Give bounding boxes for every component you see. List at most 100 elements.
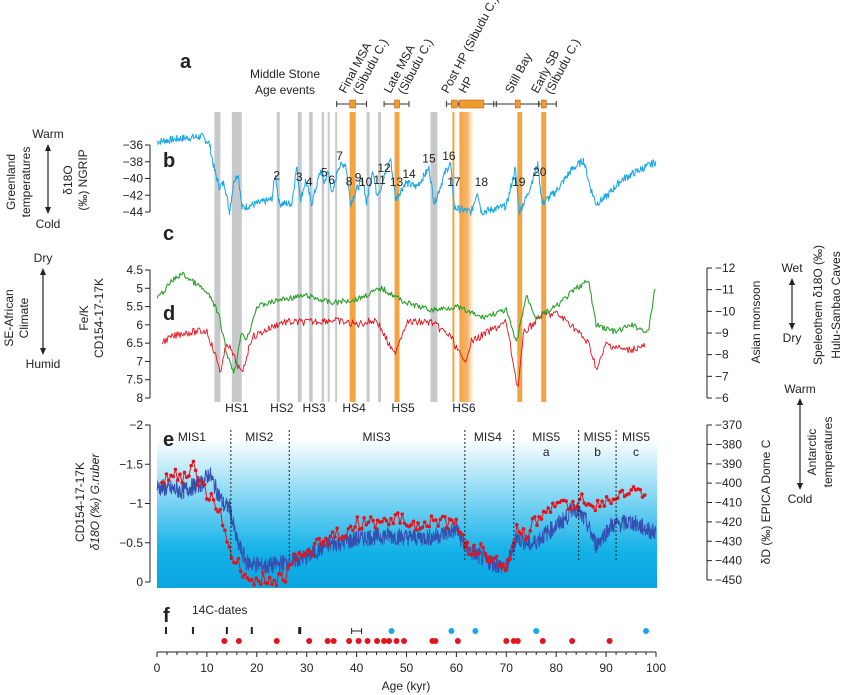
heinrich-band [366, 112, 370, 402]
x-tick-label: 80 [550, 661, 564, 675]
msa-event-box [514, 99, 521, 109]
msa-event-box [459, 99, 485, 109]
epica-axis-tick-label: −390 [715, 457, 742, 471]
red-date-point [324, 638, 331, 644]
heinrich-band [309, 112, 313, 402]
event-number: 8 [346, 175, 353, 189]
ngrip-line [156, 132, 657, 216]
africa-arrow-head [40, 268, 46, 275]
blue-date-point [643, 628, 650, 634]
fek-axis-tick-label: 4.5 [126, 263, 143, 277]
heinrich-label: HS1 [225, 401, 249, 415]
mis-label: MIS5 [532, 430, 560, 444]
red-date-point [364, 638, 371, 644]
msa-event-label: HP [456, 74, 476, 95]
heinrich-label: HS3 [303, 401, 327, 415]
event-bands [214, 112, 547, 402]
mis-sublabel: b [594, 445, 601, 459]
mis-label: MIS5 [584, 430, 612, 444]
fek-axis-title2: CD154-17-17K [92, 278, 106, 358]
x-tick-label: 50 [400, 661, 414, 675]
heinrich-band [231, 112, 242, 402]
x-tick-label: 30 [300, 661, 314, 675]
fek-line [156, 271, 656, 374]
label-warm-antarctic: Warm [784, 382, 816, 396]
orange-band [394, 112, 400, 402]
ngrip-axis-tick-label: −44 [123, 205, 144, 219]
ngrip-axis-tick-label: −38 [123, 155, 144, 169]
orange-band [349, 112, 356, 402]
fek-axis-tick-label: 8 [136, 391, 143, 405]
red-date-point [346, 638, 353, 644]
heinrich-label: HS6 [452, 401, 476, 415]
panel-label-b: b [163, 150, 175, 172]
epica-axis-tick-label: −370 [715, 418, 742, 432]
heinrich-label: HS4 [342, 401, 366, 415]
mis-sublabel: a [543, 445, 550, 459]
epica-axis-tick-label: −430 [715, 534, 742, 548]
msa-event-box [349, 99, 356, 109]
fek-axis-tick-label: 6.5 [126, 336, 143, 350]
fek-axis-tick-label: 7 [136, 354, 143, 368]
label-wet: Wet [781, 261, 803, 275]
fek-axis-title1: Fe/K [77, 305, 91, 330]
panel-label-d: d [163, 303, 175, 325]
event-number: 11 [373, 173, 386, 187]
mis-sublabel: c [633, 445, 639, 459]
heinrich-band [327, 112, 330, 402]
asian-monsoon-title: Asian monsoon [749, 281, 763, 364]
speleothem-axis-tick-label: −6 [715, 391, 729, 405]
monsoon-arrow-head [789, 323, 795, 330]
event-number: 3 [296, 170, 303, 184]
red-date-point [273, 638, 280, 644]
gruber-axis-title1: CD154-17-17K [73, 462, 87, 542]
heinrich-band [430, 112, 438, 402]
panel-label-a: a [180, 51, 192, 73]
msa-title-line2: Age events [255, 83, 315, 97]
ngrip-axis-tick-label: −36 [123, 138, 144, 152]
epica-axis-tick-label: −420 [715, 515, 742, 529]
antarctic-arrow-head [797, 483, 803, 490]
speleothem-axis-tick-label: −12 [715, 261, 736, 275]
event-number: 10 [359, 175, 373, 189]
red-date-point [514, 638, 521, 644]
fek-axis-tick-label: 5 [136, 281, 143, 295]
msa-event-box [540, 99, 547, 109]
speleothem-axis-tick-label: −7 [715, 369, 729, 383]
red-date-point [401, 638, 408, 644]
gruber-axis-tick-label: −2 [129, 418, 143, 432]
blue-date-point [388, 628, 395, 634]
x-tick-label: 0 [154, 661, 161, 675]
speleothem-line [161, 310, 646, 387]
x-tick-label: 40 [350, 661, 364, 675]
orange-band [541, 112, 547, 402]
c14-date-mark [164, 627, 167, 634]
heinrich-label: HS2 [270, 401, 294, 415]
blue-date-point [533, 628, 540, 634]
red-date-point [355, 638, 362, 644]
c14-date-mark [298, 627, 302, 634]
red-date-point [393, 638, 400, 644]
red-date-point [306, 638, 313, 644]
epica-axis-tick-label: −410 [715, 496, 742, 510]
epica-axis-title: δD (‰) EPICA Dome C [759, 439, 773, 564]
speleothem-axis-tick-label: −9 [715, 326, 729, 340]
label-cold-antarctic: Cold [788, 492, 813, 506]
x-tick-label: 10 [200, 661, 214, 675]
ngrip-axis-title1: δ18O [61, 165, 75, 194]
fek-axis-tick-label: 6 [136, 318, 143, 332]
label-cold-greenland: Cold [36, 217, 61, 231]
panel-label-c: c [163, 223, 174, 245]
mis-label: MIS1 [178, 430, 206, 444]
speleothem-axis-tick-label: −8 [715, 348, 729, 362]
speleothem-axis-tick-label: −11 [715, 283, 735, 297]
speleothem-title1: Speleothem δ18O (‰) [811, 245, 825, 365]
event-number: 20 [533, 165, 547, 179]
blue-date-point [472, 628, 479, 634]
event-number: 16 [442, 149, 456, 163]
epica-axis-tick-label: −440 [715, 554, 742, 568]
gruber-axis-title2: δ18O (‰) G.ruber [88, 453, 102, 551]
heinrich-label: HS5 [391, 401, 415, 415]
series-layer [156, 132, 657, 588]
